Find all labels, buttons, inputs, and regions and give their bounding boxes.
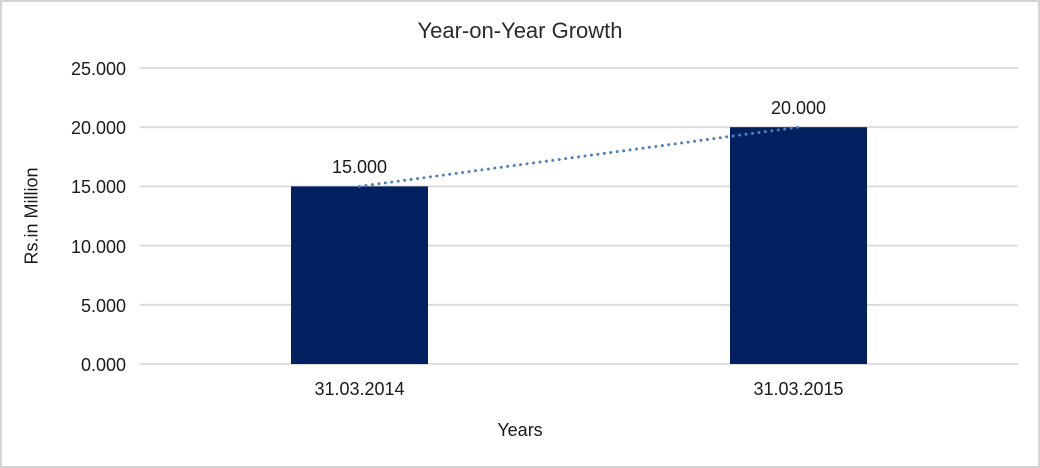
bar-31.03.2014 xyxy=(291,186,428,364)
x-tick-label: 31.03.2015 xyxy=(753,379,844,399)
y-tick-label: 5.000 xyxy=(80,295,126,316)
y-tick-label: 25.000 xyxy=(70,59,126,79)
trendline-dotted xyxy=(358,125,800,188)
chart-title: Year-on-Year Growth xyxy=(417,18,623,43)
y-tick-label: 20.000 xyxy=(70,118,126,139)
bar-31.03.2015 xyxy=(730,127,867,364)
y-tick-label: 0.000 xyxy=(80,355,126,375)
y-tick-label: 15.000 xyxy=(70,177,126,198)
y-tick-label: 10.000 xyxy=(70,236,126,257)
bar-data-label: 20.000 xyxy=(770,98,827,119)
x-axis-title: Years xyxy=(497,420,543,440)
bar-data-label: 15.000 xyxy=(331,157,388,178)
x-tick-label: 31.03.2014 xyxy=(314,379,405,399)
